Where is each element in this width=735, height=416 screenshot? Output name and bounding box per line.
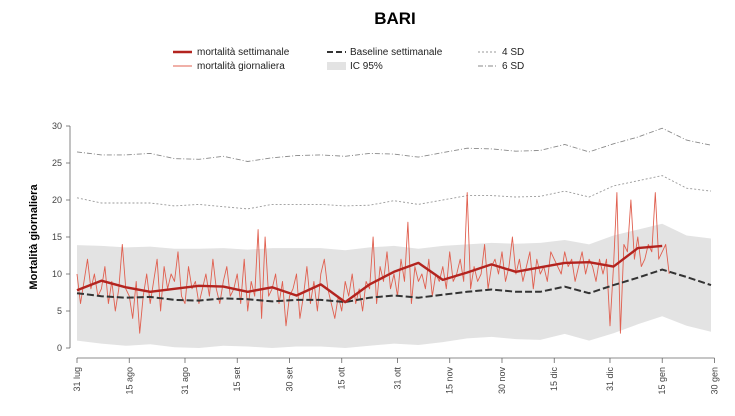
y-tick-label-20: 20 xyxy=(52,195,62,205)
legend-label-daily-mortality: mortalità giornaliera xyxy=(197,61,285,72)
legend-label-4sd: 4 SD xyxy=(502,47,524,58)
x-tick-label-11: 15 gen xyxy=(657,367,667,395)
x-tick-label-7: 15 nov xyxy=(445,367,455,395)
series-6sd xyxy=(76,127,712,162)
legend-label-weekly-baseline: Baseline settimanale xyxy=(350,47,443,58)
y-tick-label-0: 0 xyxy=(57,343,62,353)
x-tick-label-0: 31 lug xyxy=(72,367,82,392)
ci95-band xyxy=(77,223,711,348)
x-tick-label-5: 15 ott xyxy=(337,367,347,390)
y-axis-label: Mortalità giornaliera xyxy=(28,184,40,290)
series-weekly-mortality xyxy=(76,244,663,304)
chart-title: BARI xyxy=(374,9,416,28)
y-tick-label-30: 30 xyxy=(52,121,62,131)
series-weekly-baseline xyxy=(76,268,712,304)
legend-label-6sd: 6 SD xyxy=(502,61,524,72)
legend-swatch-ci95 xyxy=(327,62,346,70)
x-tick-label-12: 30 gen xyxy=(709,367,719,395)
legend: mortalità settimanale Baseline settimana… xyxy=(173,47,524,72)
series-4sd xyxy=(76,175,712,210)
y-tick-label-5: 5 xyxy=(57,306,62,316)
legend-label-weekly-mortality: mortalità settimanale xyxy=(197,47,290,58)
legend-label-ci95: IC 95% xyxy=(350,61,383,72)
x-tick-label-6: 31 ott xyxy=(392,367,402,390)
y-tick-label-15: 15 xyxy=(52,232,62,242)
x-tick-label-4: 30 set xyxy=(284,367,294,392)
x-tick-label-1: 15 ago xyxy=(124,367,134,395)
y-tick-label-25: 25 xyxy=(52,158,62,168)
plot-area: 0 5 10 15 20 25 30 31 lug 15 ago 31 ago 15 set 30 s… xyxy=(52,121,719,395)
x-tick-label-9: 15 dic xyxy=(549,367,559,392)
x-tick-label-10: 31 dic xyxy=(605,367,615,392)
y-tick-label-10: 10 xyxy=(52,269,62,279)
x-tick-label-3: 15 set xyxy=(232,367,242,392)
x-tick-label-2: 31 ago xyxy=(180,367,190,395)
x-tick-label-8: 30 nov xyxy=(497,367,507,395)
